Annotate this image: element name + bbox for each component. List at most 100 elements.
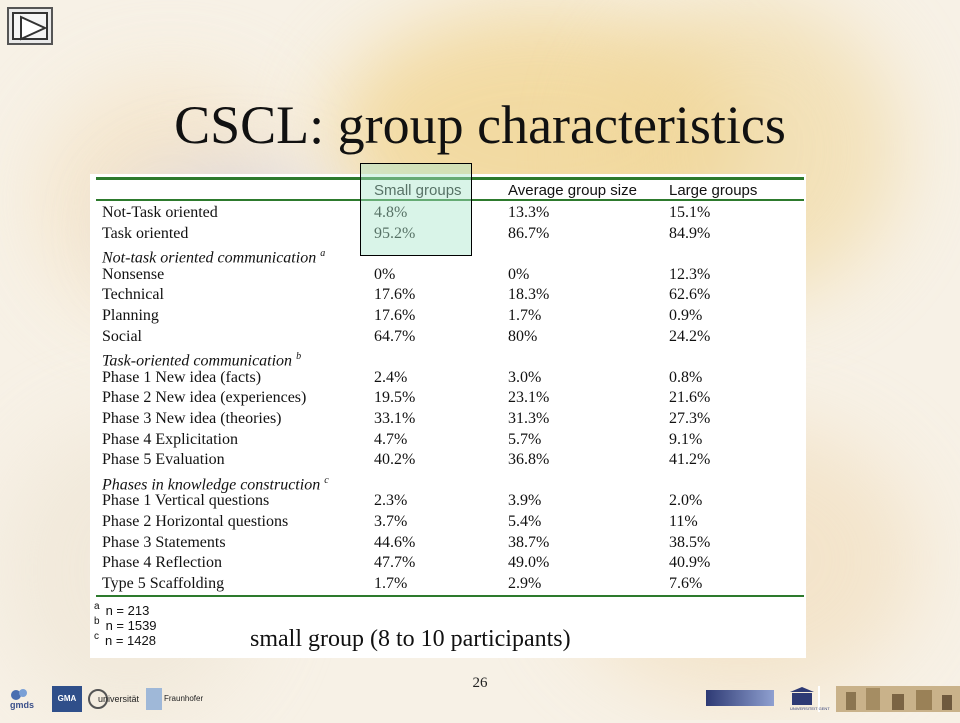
footnote-text: n = 1428 — [105, 632, 156, 648]
table-cell: 0.8% — [669, 368, 703, 386]
ugent-logo-strip: UNIVERSITEIT GENT — [706, 686, 960, 712]
table-cell: 86.7% — [508, 224, 550, 242]
table-cell: 31.3% — [508, 410, 550, 427]
row-label: Task oriented — [102, 224, 189, 242]
table-cell: 2.9% — [508, 574, 542, 592]
table-cell: 0.9% — [669, 307, 703, 324]
table-cell: 11% — [669, 513, 698, 530]
table-section-row: Task-oriented communication b — [90, 346, 806, 370]
table-header-row: Small groups Average group size Large grou… — [90, 180, 806, 201]
table-footnote: c n = 1428 — [94, 631, 156, 647]
table-row: Phase 3 New idea (theories) 33.1% 31.3% 27.… — [90, 408, 806, 429]
table-row: Social 64.7% 80% 24.2% — [90, 326, 806, 347]
table-cell: 7.6% — [669, 574, 703, 592]
table-row: Phase 3 Statements 44.6% 38.7% 38.5% — [90, 532, 806, 553]
table-cell: 38.7% — [508, 533, 550, 551]
row-label: Phase 2 New idea (experiences) — [102, 389, 307, 407]
row-label: Planning — [102, 307, 159, 324]
row-label: Social — [102, 327, 142, 345]
section-label: Not-task oriented communication — [102, 249, 317, 267]
row-label: Not-Task oriented — [102, 204, 218, 221]
table-cell: 4.8% — [374, 204, 408, 221]
row-label: Phase 1 Vertical questions — [102, 492, 270, 510]
table-header-rule — [96, 199, 804, 201]
row-label: Phase 4 Explicitation — [102, 430, 238, 448]
table-section-row: Phases in knowledge construction c — [90, 470, 806, 494]
table-cell: 5.7% — [508, 430, 542, 448]
column-header: Large groups — [669, 182, 758, 199]
navigation-button[interactable] — [7, 7, 53, 45]
row-label: Phase 2 Horizontal questions — [102, 513, 289, 530]
fraunhofer-logo: Fraunhofer — [146, 686, 203, 712]
table-cell: 24.2% — [669, 327, 711, 345]
footnote-marker: c — [94, 631, 99, 643]
table-cell: 49.0% — [508, 554, 550, 572]
table-cell: 18.3% — [508, 286, 550, 304]
footnote-text: n = 213 — [105, 602, 150, 618]
table-row: Phase 4 Explicitation 4.7% 5.7% 9.1% — [90, 429, 806, 450]
table-cell: 41.2% — [669, 451, 711, 469]
table-row: Phase 1 Vertical questions 2.3% 3.9% 2.0% — [90, 490, 806, 511]
footer-logos: gmds GMA universität Fraunhofer — [8, 686, 208, 712]
table-cell: 27.3% — [669, 410, 711, 427]
table-footnote: b n = 1539 — [94, 616, 157, 632]
table-cell: 3.0% — [508, 368, 542, 386]
table-row: Not-Task oriented 4.8% 13.3% 15.1% — [90, 202, 806, 223]
table-row: Phase 1 New idea (facts) 2.4% 3.0% 0.8% — [90, 367, 806, 388]
gma-logo: GMA — [52, 686, 82, 712]
table-cell: 3.9% — [508, 492, 542, 510]
table-bottom-rule — [96, 595, 804, 598]
universitat-logo: universität — [88, 686, 140, 712]
table-cell: 84.9% — [669, 224, 711, 242]
footnote-marker: a — [320, 248, 326, 260]
results-table: Small groups Average group size Large grou… — [90, 174, 806, 658]
table-cell: 1.7% — [508, 307, 542, 324]
table-cell: 80% — [508, 327, 538, 345]
table-top-rule — [96, 177, 804, 180]
slide-caption: small group (8 to 10 participants) — [250, 626, 571, 652]
table-cell: 17.6% — [374, 307, 416, 324]
gmds-logo: gmds — [8, 686, 42, 712]
small-groups-highlight — [360, 163, 472, 256]
footnote-marker: c — [324, 474, 329, 486]
table-cell: 17.6% — [374, 286, 416, 304]
table-cell: 33.1% — [374, 410, 416, 427]
section-label: Task-oriented communication — [102, 352, 293, 370]
table-cell: 36.8% — [508, 451, 550, 469]
footnote-marker: b — [94, 616, 100, 628]
table-cell: 2.4% — [374, 368, 408, 386]
table-cell: 40.9% — [669, 554, 711, 572]
table-cell: 40.2% — [374, 451, 416, 469]
row-label: Phase 3 Statements — [102, 533, 226, 551]
table-cell: 13.3% — [508, 204, 550, 221]
row-label: Phase 5 Evaluation — [102, 451, 225, 469]
table-cell: 0% — [508, 265, 530, 283]
table-cell: 3.7% — [374, 513, 408, 530]
table-cell: 9.1% — [669, 430, 703, 448]
table-cell: 38.5% — [669, 533, 711, 551]
row-label: Nonsense — [102, 265, 165, 283]
table-cell: 62.6% — [669, 286, 711, 304]
column-header: Small groups — [374, 182, 462, 199]
table-row: Phase 2 Horizontal questions 3.7% 5.4% 11% — [90, 511, 806, 532]
page-number: 26 — [472, 675, 488, 691]
table-cell: 23.1% — [508, 389, 550, 407]
table-row: Planning 17.6% 1.7% 0.9% — [90, 305, 806, 326]
table-cell: 2.3% — [374, 492, 408, 510]
table-cell: 4.7% — [374, 430, 408, 448]
footnote-text: n = 1539 — [105, 617, 157, 633]
section-label: Phases in knowledge construction — [102, 476, 321, 494]
slide-title: CSCL: group characteristics — [174, 95, 786, 155]
table-row: Phase 5 Evaluation 40.2% 36.8% 41.2% — [90, 449, 806, 470]
table-cell: 0% — [374, 265, 396, 283]
table-row: Phase 4 Reflection 47.7% 49.0% 40.9% — [90, 552, 806, 573]
table-cell: 2.0% — [669, 492, 703, 510]
column-header: Average group size — [508, 182, 637, 199]
row-label: Phase 4 Reflection — [102, 554, 222, 572]
row-label: Type 5 Scaffolding — [102, 574, 225, 592]
table-cell: 64.7% — [374, 327, 416, 345]
row-label: Phase 3 New idea (theories) — [102, 410, 282, 427]
table-cell: 19.5% — [374, 389, 416, 407]
table-cell: 44.6% — [374, 533, 416, 551]
table-row: Nonsense 0% 0% 12.3% — [90, 264, 806, 285]
